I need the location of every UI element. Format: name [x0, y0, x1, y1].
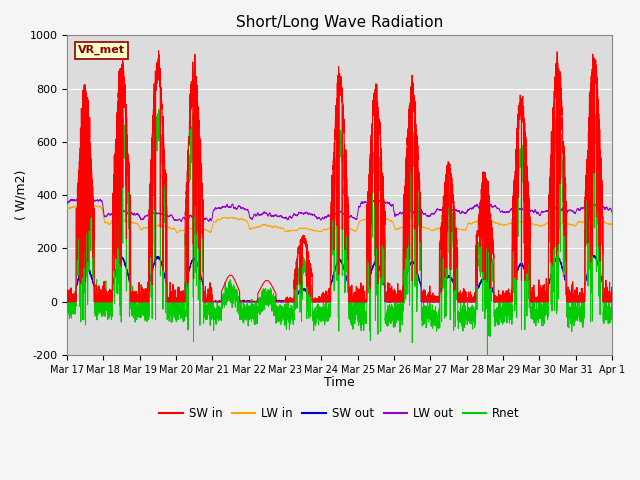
X-axis label: Time: Time	[324, 376, 355, 389]
Title: Short/Long Wave Radiation: Short/Long Wave Radiation	[236, 15, 443, 30]
Legend: SW in, LW in, SW out, LW out, Rnet: SW in, LW in, SW out, LW out, Rnet	[155, 402, 525, 425]
Text: VR_met: VR_met	[78, 45, 125, 55]
Y-axis label: ( W/m2): ( W/m2)	[15, 170, 28, 220]
